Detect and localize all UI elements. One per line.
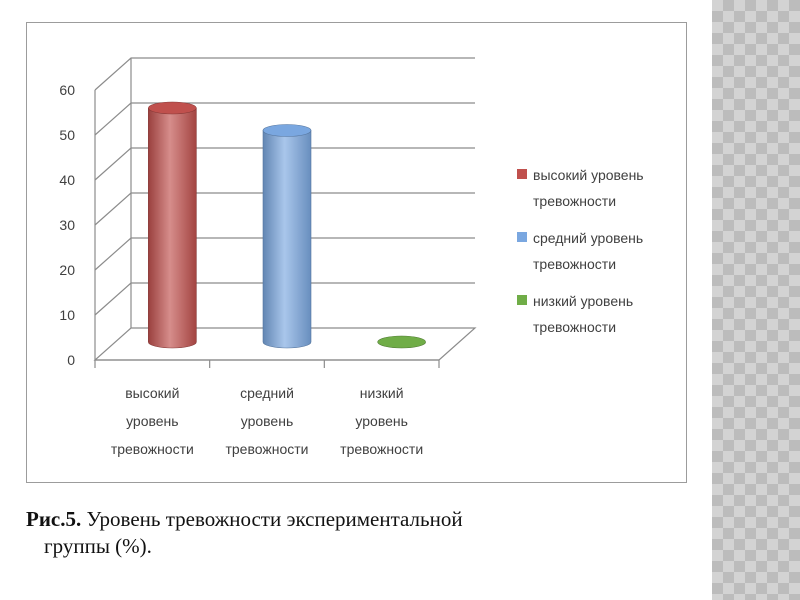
legend-label-line: высокий уровень	[533, 167, 644, 183]
legend-label-line: тревожности	[533, 256, 616, 272]
decorative-side-strip	[712, 0, 800, 600]
y-tick-label: 40	[59, 172, 75, 188]
legend-label: высокий уровень тревожности	[533, 167, 644, 209]
gridline	[94, 192, 475, 226]
category-label: высокий уровень тревожности	[111, 385, 194, 457]
category-label: низкий уровень тревожности	[340, 385, 423, 457]
bar-body	[262, 130, 312, 349]
bar-top	[377, 335, 426, 349]
category-label-line: уровень	[241, 413, 294, 429]
legend-swatch	[517, 232, 527, 242]
chart-axis: 0 10 20 30 40 50 60	[59, 82, 440, 368]
gridline	[94, 147, 475, 181]
gridline	[94, 282, 475, 316]
legend-label-line: тревожности	[533, 319, 616, 335]
y-tick-label: 60	[59, 82, 75, 98]
figure-caption: Рис.5. Уровень тревожности экспериментал…	[26, 506, 686, 560]
category-label-line: высокий	[125, 385, 179, 401]
gridline	[94, 102, 475, 136]
y-tick-label: 30	[59, 217, 75, 233]
legend-swatch	[517, 295, 527, 305]
y-tick-label: 20	[59, 262, 75, 278]
legend-swatch	[517, 169, 527, 179]
bar-top	[262, 124, 312, 137]
category-label-line: низкий	[360, 385, 404, 401]
category-label-line: уровень	[355, 413, 408, 429]
caption-line2: группы (%).	[44, 534, 152, 558]
chart-bars	[148, 101, 426, 349]
legend-label-line: тревожности	[533, 193, 616, 209]
category-label: средний уровень тревожности	[225, 385, 308, 457]
caption-line1: Уровень тревожности экспериментальной	[81, 507, 463, 531]
category-label-line: тревожности	[225, 441, 308, 457]
category-label-line: тревожности	[340, 441, 423, 457]
y-tick-label: 50	[59, 127, 75, 143]
category-label-line: уровень	[126, 413, 179, 429]
chart-frame: 0 10 20 30 40 50 60 высокий уровень тревожности с…	[26, 22, 687, 483]
legend-label: низкий уровень тревожности	[533, 293, 633, 335]
bar-body	[148, 107, 197, 349]
gridline	[94, 57, 475, 91]
category-label-line: средний	[240, 385, 294, 401]
y-tick-label: 0	[67, 352, 75, 368]
legend-label-line: низкий уровень	[533, 293, 633, 309]
category-label-line: тревожности	[111, 441, 194, 457]
category-labels: высокий уровень тревожности средний уровень т…	[111, 385, 423, 457]
y-tick-label: 10	[59, 307, 75, 323]
bar-top	[148, 101, 197, 115]
legend-label-line: средний уровень	[533, 230, 643, 246]
gridline	[94, 237, 475, 271]
caption-prefix: Рис.5.	[26, 507, 82, 531]
legend-label: средний уровень тревожности	[533, 230, 643, 272]
